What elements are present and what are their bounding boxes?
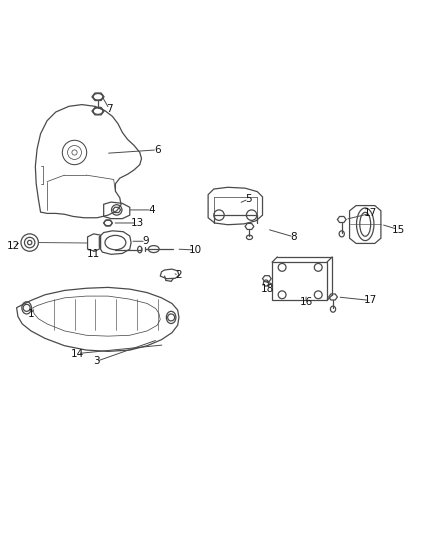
Text: 5: 5 — [245, 194, 252, 204]
Text: 17: 17 — [364, 208, 377, 219]
Text: 4: 4 — [148, 205, 155, 215]
Text: 14: 14 — [71, 349, 84, 359]
Text: 11: 11 — [87, 249, 100, 260]
Text: 2: 2 — [176, 270, 182, 280]
Text: 9: 9 — [143, 236, 149, 246]
Text: 13: 13 — [131, 218, 144, 228]
Text: 15: 15 — [392, 224, 405, 235]
Text: 17: 17 — [364, 295, 377, 305]
Text: 6: 6 — [154, 145, 160, 155]
Text: 18: 18 — [261, 284, 274, 294]
Text: 1: 1 — [28, 309, 34, 319]
Text: 3: 3 — [93, 357, 99, 366]
Text: 16: 16 — [300, 297, 313, 307]
Text: 12: 12 — [7, 240, 20, 251]
Text: 7: 7 — [106, 104, 113, 114]
Text: 8: 8 — [290, 232, 297, 242]
Text: 10: 10 — [188, 245, 201, 255]
